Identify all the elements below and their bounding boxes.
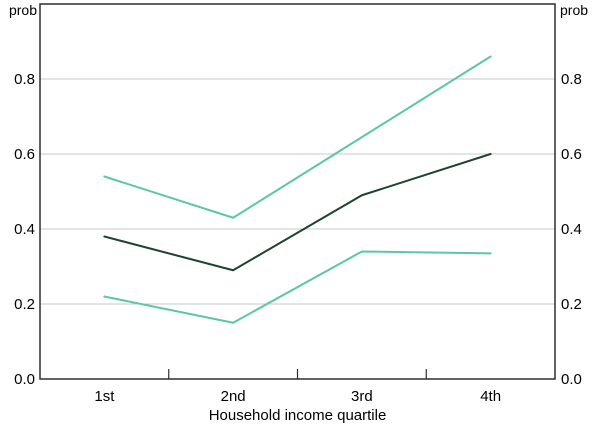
y-tick-label-right: 0.4 xyxy=(561,221,582,238)
x-category-label: 2nd xyxy=(221,388,246,405)
plot-frame xyxy=(39,3,556,380)
y-tick-label-right: 0.6 xyxy=(561,146,582,163)
y-axis-unit-left: prob xyxy=(8,2,37,18)
series-line-central xyxy=(103,153,492,272)
y-tick-label-left: 0.8 xyxy=(14,71,35,88)
x-category-label: 1st xyxy=(94,388,115,405)
y-tick-label-left: 0.6 xyxy=(14,146,35,163)
x-category-label: 4th xyxy=(480,388,501,405)
x-category-label: 3rd xyxy=(351,388,373,405)
y-axis-unit-right: prob xyxy=(560,2,589,18)
x-axis-title: Household income quartile xyxy=(208,407,387,424)
y-tick-label-right: 0.0 xyxy=(561,371,582,388)
y-tick-label-left: 0.0 xyxy=(14,371,35,388)
y-tick-label-left: 0.4 xyxy=(14,221,35,238)
y-tick-label-right: 0.2 xyxy=(561,296,582,313)
series-line-upper-band xyxy=(103,55,492,219)
y-tick-label-right: 0.8 xyxy=(561,71,582,88)
series-line-lower-band xyxy=(103,250,492,324)
y-tick-label-left: 0.2 xyxy=(14,296,35,313)
